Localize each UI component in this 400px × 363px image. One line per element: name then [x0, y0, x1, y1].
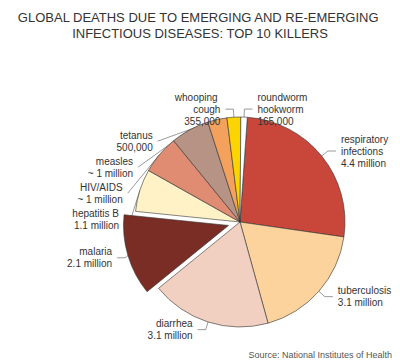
svg-text:1.1 million: 1.1 million — [74, 220, 119, 231]
svg-text:~ 1 million: ~ 1 million — [88, 168, 133, 179]
svg-text:2.1 million: 2.1 million — [67, 258, 112, 269]
svg-text:diarrhea: diarrhea — [156, 318, 193, 329]
svg-text:tetanus: tetanus — [120, 130, 153, 141]
svg-text:HIV/AIDS: HIV/AIDS — [80, 182, 123, 193]
svg-text:tuberculosis: tuberculosis — [338, 285, 391, 296]
svg-text:INFECTIOUS DISEASES: TOP 10 KI: INFECTIOUS DISEASES: TOP 10 KILLERS — [72, 26, 328, 41]
svg-text:hookworm: hookworm — [257, 104, 303, 115]
svg-text:355,000: 355,000 — [184, 116, 221, 127]
svg-text:infections: infections — [341, 146, 383, 157]
svg-text:4.4 million: 4.4 million — [341, 158, 386, 169]
svg-text:roundworm: roundworm — [257, 92, 310, 103]
svg-text:3.1 million: 3.1 million — [148, 330, 193, 341]
svg-text:whooping: whooping — [174, 92, 221, 103]
svg-text:cough: cough — [193, 104, 220, 115]
svg-text:malaria: malaria — [79, 246, 112, 257]
svg-text:165,000: 165,000 — [257, 116, 294, 127]
svg-text:respiratory: respiratory — [341, 134, 391, 145]
svg-text:hepatitis B: hepatitis B — [72, 208, 119, 219]
svg-text:3.1 million: 3.1 million — [338, 297, 383, 308]
svg-text:~ 1 million: ~ 1 million — [77, 194, 122, 205]
svg-text:Source: National Institutes of: Source: National Institutes of Health — [248, 350, 392, 360]
svg-text:measles: measles — [96, 156, 133, 167]
svg-text:500,000: 500,000 — [117, 142, 154, 153]
svg-text:GLOBAL DEATHS DUE TO EMERGING: GLOBAL DEATHS DUE TO EMERGING AND RE-EME… — [18, 10, 382, 25]
